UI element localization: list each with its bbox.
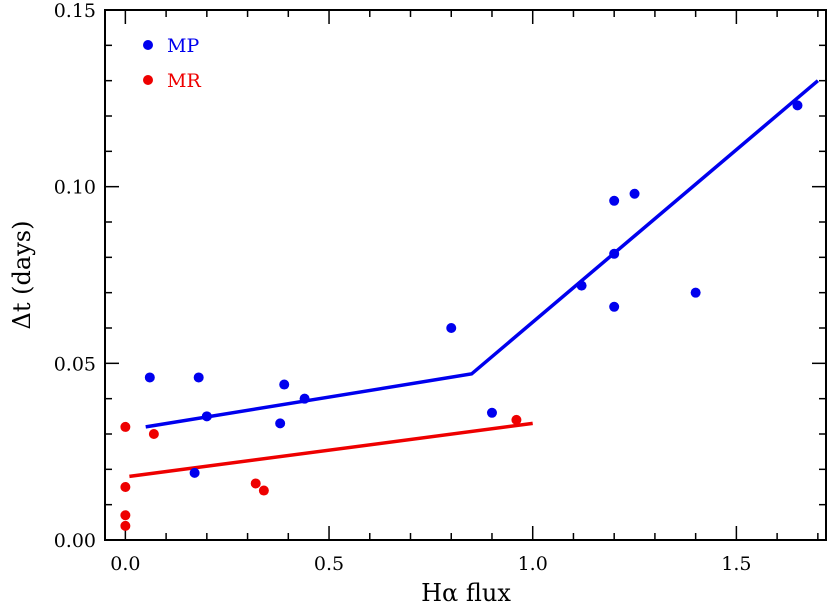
legend-marker-mp: [143, 40, 153, 50]
point-mp: [690, 287, 701, 298]
fit-line-mr: [129, 421, 533, 479]
point-mp: [193, 372, 204, 383]
point-mp: [299, 393, 310, 404]
point-mp: [609, 301, 620, 312]
point-mr: [258, 485, 269, 496]
point-mp: [275, 418, 286, 429]
y-axis-title: Δt (days): [8, 221, 36, 330]
point-mp: [629, 188, 640, 199]
point-mp: [486, 407, 497, 418]
point-mp: [446, 323, 457, 333]
point-mr: [120, 510, 131, 521]
y-tick-label: 0.05: [54, 353, 96, 375]
data-points: [120, 100, 803, 531]
point-mp: [792, 100, 803, 111]
y-tick-label: 0.00: [54, 530, 96, 552]
point-mp: [201, 411, 212, 422]
point-mr: [250, 478, 261, 489]
axis-ticks: [105, 9, 826, 541]
fit-line-mp: [145, 79, 820, 429]
point-mr: [511, 414, 522, 425]
point-mp: [609, 195, 620, 206]
point-mp: [144, 372, 155, 383]
x-tick-label: 0.5: [314, 553, 344, 575]
y-tick-label: 0.10: [54, 177, 96, 199]
y-tick-label: 0.15: [54, 0, 96, 22]
point-mp: [609, 248, 620, 259]
point-mr: [148, 429, 159, 439]
point-mr: [120, 482, 131, 492]
point-mr: [120, 421, 131, 432]
x-tick-label: 1.5: [721, 553, 751, 575]
point-mp: [576, 280, 587, 291]
point-mr: [120, 520, 131, 531]
plot-frame: [104, 9, 827, 541]
fit-lines: [129, 79, 820, 479]
legend-label-mr: MR: [167, 70, 201, 92]
point-mp: [189, 467, 200, 478]
x-axis-title: Hα flux: [421, 579, 511, 607]
legend-marker-mr: [143, 75, 153, 85]
tick-labels: 0.0 0.5 1.0 1.5 0.00 0.05 0.10 0.15: [54, 0, 752, 575]
legend: MP MR: [143, 35, 201, 92]
x-tick-label: 0.0: [110, 553, 140, 575]
point-mp: [279, 379, 290, 390]
x-tick-label: 1.0: [518, 553, 548, 575]
legend-label-mp: MP: [167, 35, 199, 57]
